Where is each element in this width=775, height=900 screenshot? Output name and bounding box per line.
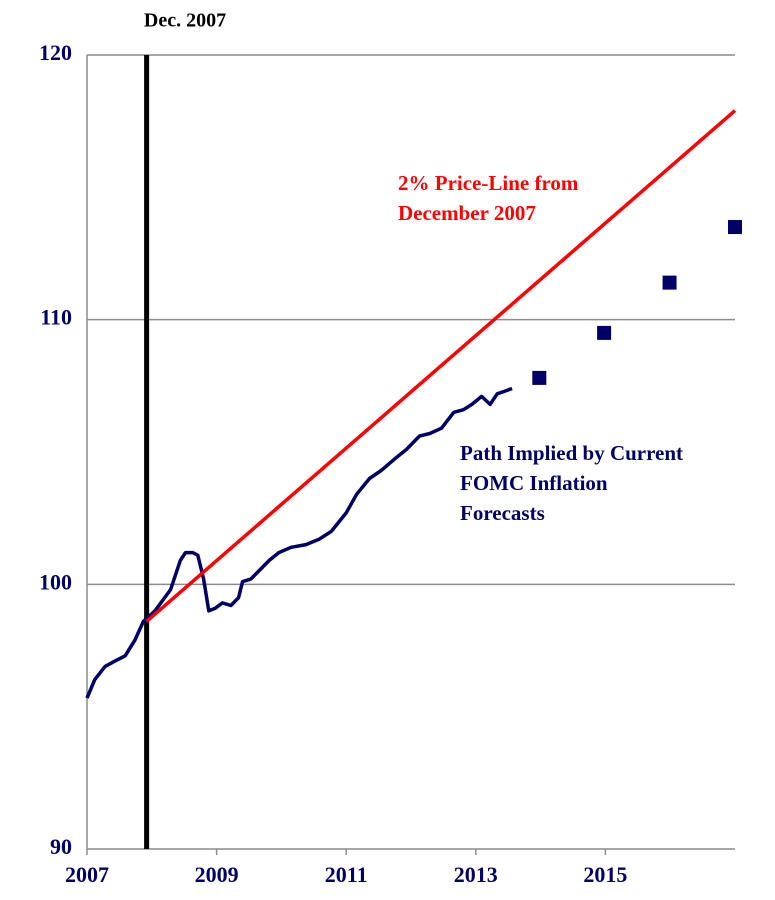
y-tick-label: 110 — [40, 305, 72, 330]
vline-label: Dec. 2007 — [144, 10, 226, 32]
series-line — [85, 386, 513, 699]
annotation: 2% Price-Line from — [398, 171, 579, 195]
x-tick-label: 2015 — [583, 862, 627, 887]
annotation: Forecasts — [460, 501, 545, 525]
x-tick-label: 2013 — [454, 862, 498, 887]
marker — [728, 220, 742, 235]
series-line — [145, 109, 737, 623]
marker — [662, 275, 677, 290]
annotation: FOMC Inflation — [460, 471, 608, 495]
y-tick-label: 120 — [39, 40, 72, 65]
annotation: December 2007 — [398, 201, 536, 225]
x-tick-label: 2007 — [65, 862, 109, 887]
y-tick-label: 100 — [39, 569, 72, 594]
marker — [532, 370, 547, 385]
y-tick-label: 90 — [50, 834, 72, 859]
x-tick-label: 2011 — [325, 862, 368, 887]
x-tick-label: 2009 — [195, 862, 239, 887]
marker — [597, 325, 612, 340]
annotation: Path Implied by Current — [460, 441, 683, 465]
